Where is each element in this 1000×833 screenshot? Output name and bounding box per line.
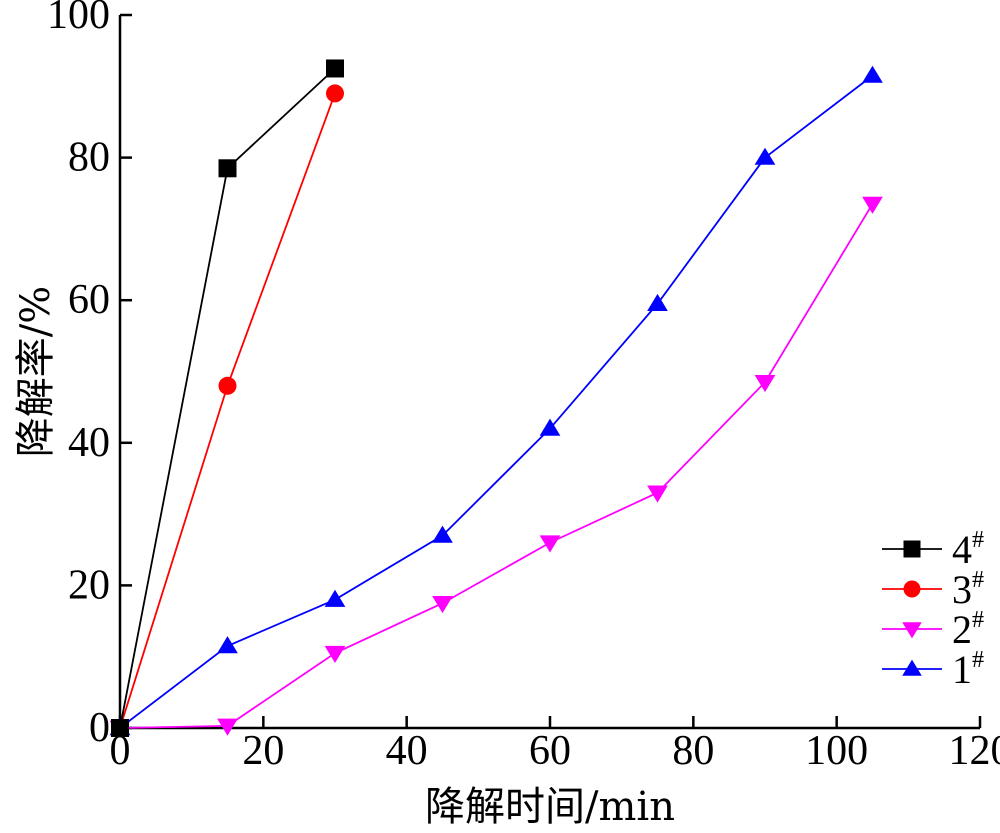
y-tick-label: 80 [68, 135, 110, 181]
legend-marker [902, 622, 922, 639]
legend-label-number: 1 [952, 647, 972, 692]
data-point-2 [324, 645, 346, 664]
legend-label: 2# [952, 607, 984, 652]
legend-label: 3# [952, 567, 984, 612]
data-point-2 [539, 535, 561, 553]
y-tick-label: 100 [47, 0, 110, 38]
legend-entry-1: 1# [882, 647, 984, 692]
legend-marker [902, 659, 922, 676]
data-point-4 [111, 719, 129, 737]
legend: 4#3#2#1# [882, 527, 984, 692]
series-2 [109, 196, 883, 738]
data-point-1 [217, 636, 238, 654]
data-point-3 [218, 376, 237, 395]
axes: 0 20 40 60 80 100 120 0 20 40 60 80 100 [47, 0, 1000, 774]
data-point-2 [432, 596, 453, 614]
x-axis-title: 降解时间/min [425, 784, 675, 830]
data-point-2 [217, 718, 238, 736]
x-tick-label: 120 [949, 728, 1000, 774]
y-axis-title: 降解率/% [13, 286, 59, 457]
legend-entry-4: 4# [882, 527, 984, 572]
legend-label-superscript: # [972, 527, 984, 553]
legend-marker [903, 540, 921, 558]
series-line-3 [119, 93, 336, 729]
data-point-2 [862, 196, 883, 214]
data-point-1 [647, 293, 668, 311]
data-point-1 [862, 65, 883, 83]
x-tick-label: 20 [242, 728, 284, 774]
data-point-3 [326, 84, 344, 103]
data-point-1 [539, 418, 561, 436]
series-4 [111, 59, 344, 737]
legend-label-number: 3 [952, 567, 972, 612]
series-line-1 [119, 74, 874, 729]
x-tick-label: 40 [386, 728, 428, 774]
y-tick-label: 20 [68, 562, 110, 608]
x-tick-label: 100 [805, 728, 868, 774]
x-tick-label: 0 [110, 728, 131, 774]
legend-entry-2: 2# [882, 607, 984, 652]
data-point-1 [324, 589, 346, 607]
legend-label-superscript: # [972, 607, 984, 633]
data-point-1 [432, 525, 453, 543]
data-point-2 [754, 374, 776, 393]
legend-marker [903, 580, 921, 598]
data-point-2 [647, 485, 668, 503]
x-tick-label: 80 [672, 728, 714, 774]
legend-label-number: 4 [952, 527, 972, 572]
legend-label-number: 2 [952, 607, 972, 652]
data-point-4 [326, 59, 344, 78]
x-tick-label: 60 [529, 728, 571, 774]
series-layer [109, 59, 883, 738]
y-tick-label: 0 [89, 705, 110, 751]
y-tick-label: 40 [68, 420, 110, 466]
data-point-1 [754, 147, 776, 165]
legend-label-superscript: # [972, 567, 984, 593]
legend-label: 4# [952, 527, 984, 572]
y-tick-label: 60 [68, 277, 110, 323]
legend-label-superscript: # [972, 647, 984, 673]
legend-entry-3: 3# [882, 567, 984, 612]
data-point-4 [218, 159, 237, 178]
series-line-2 [119, 203, 874, 729]
legend-label: 1# [952, 647, 984, 692]
